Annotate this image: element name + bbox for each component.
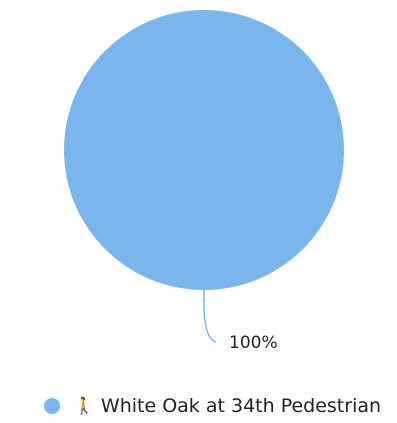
legend-label[interactable]: White Oak at 34th Pedestrian xyxy=(100,394,382,417)
pie-slice[interactable] xyxy=(64,10,344,290)
slice-leader-line xyxy=(203,289,217,343)
legend-swatch[interactable] xyxy=(44,398,60,414)
pedestrian-icon: 🚶 xyxy=(74,396,94,415)
slice-percent-label: 100% xyxy=(229,333,278,353)
legend: 🚶 White Oak at 34th Pedestrian xyxy=(44,394,381,418)
